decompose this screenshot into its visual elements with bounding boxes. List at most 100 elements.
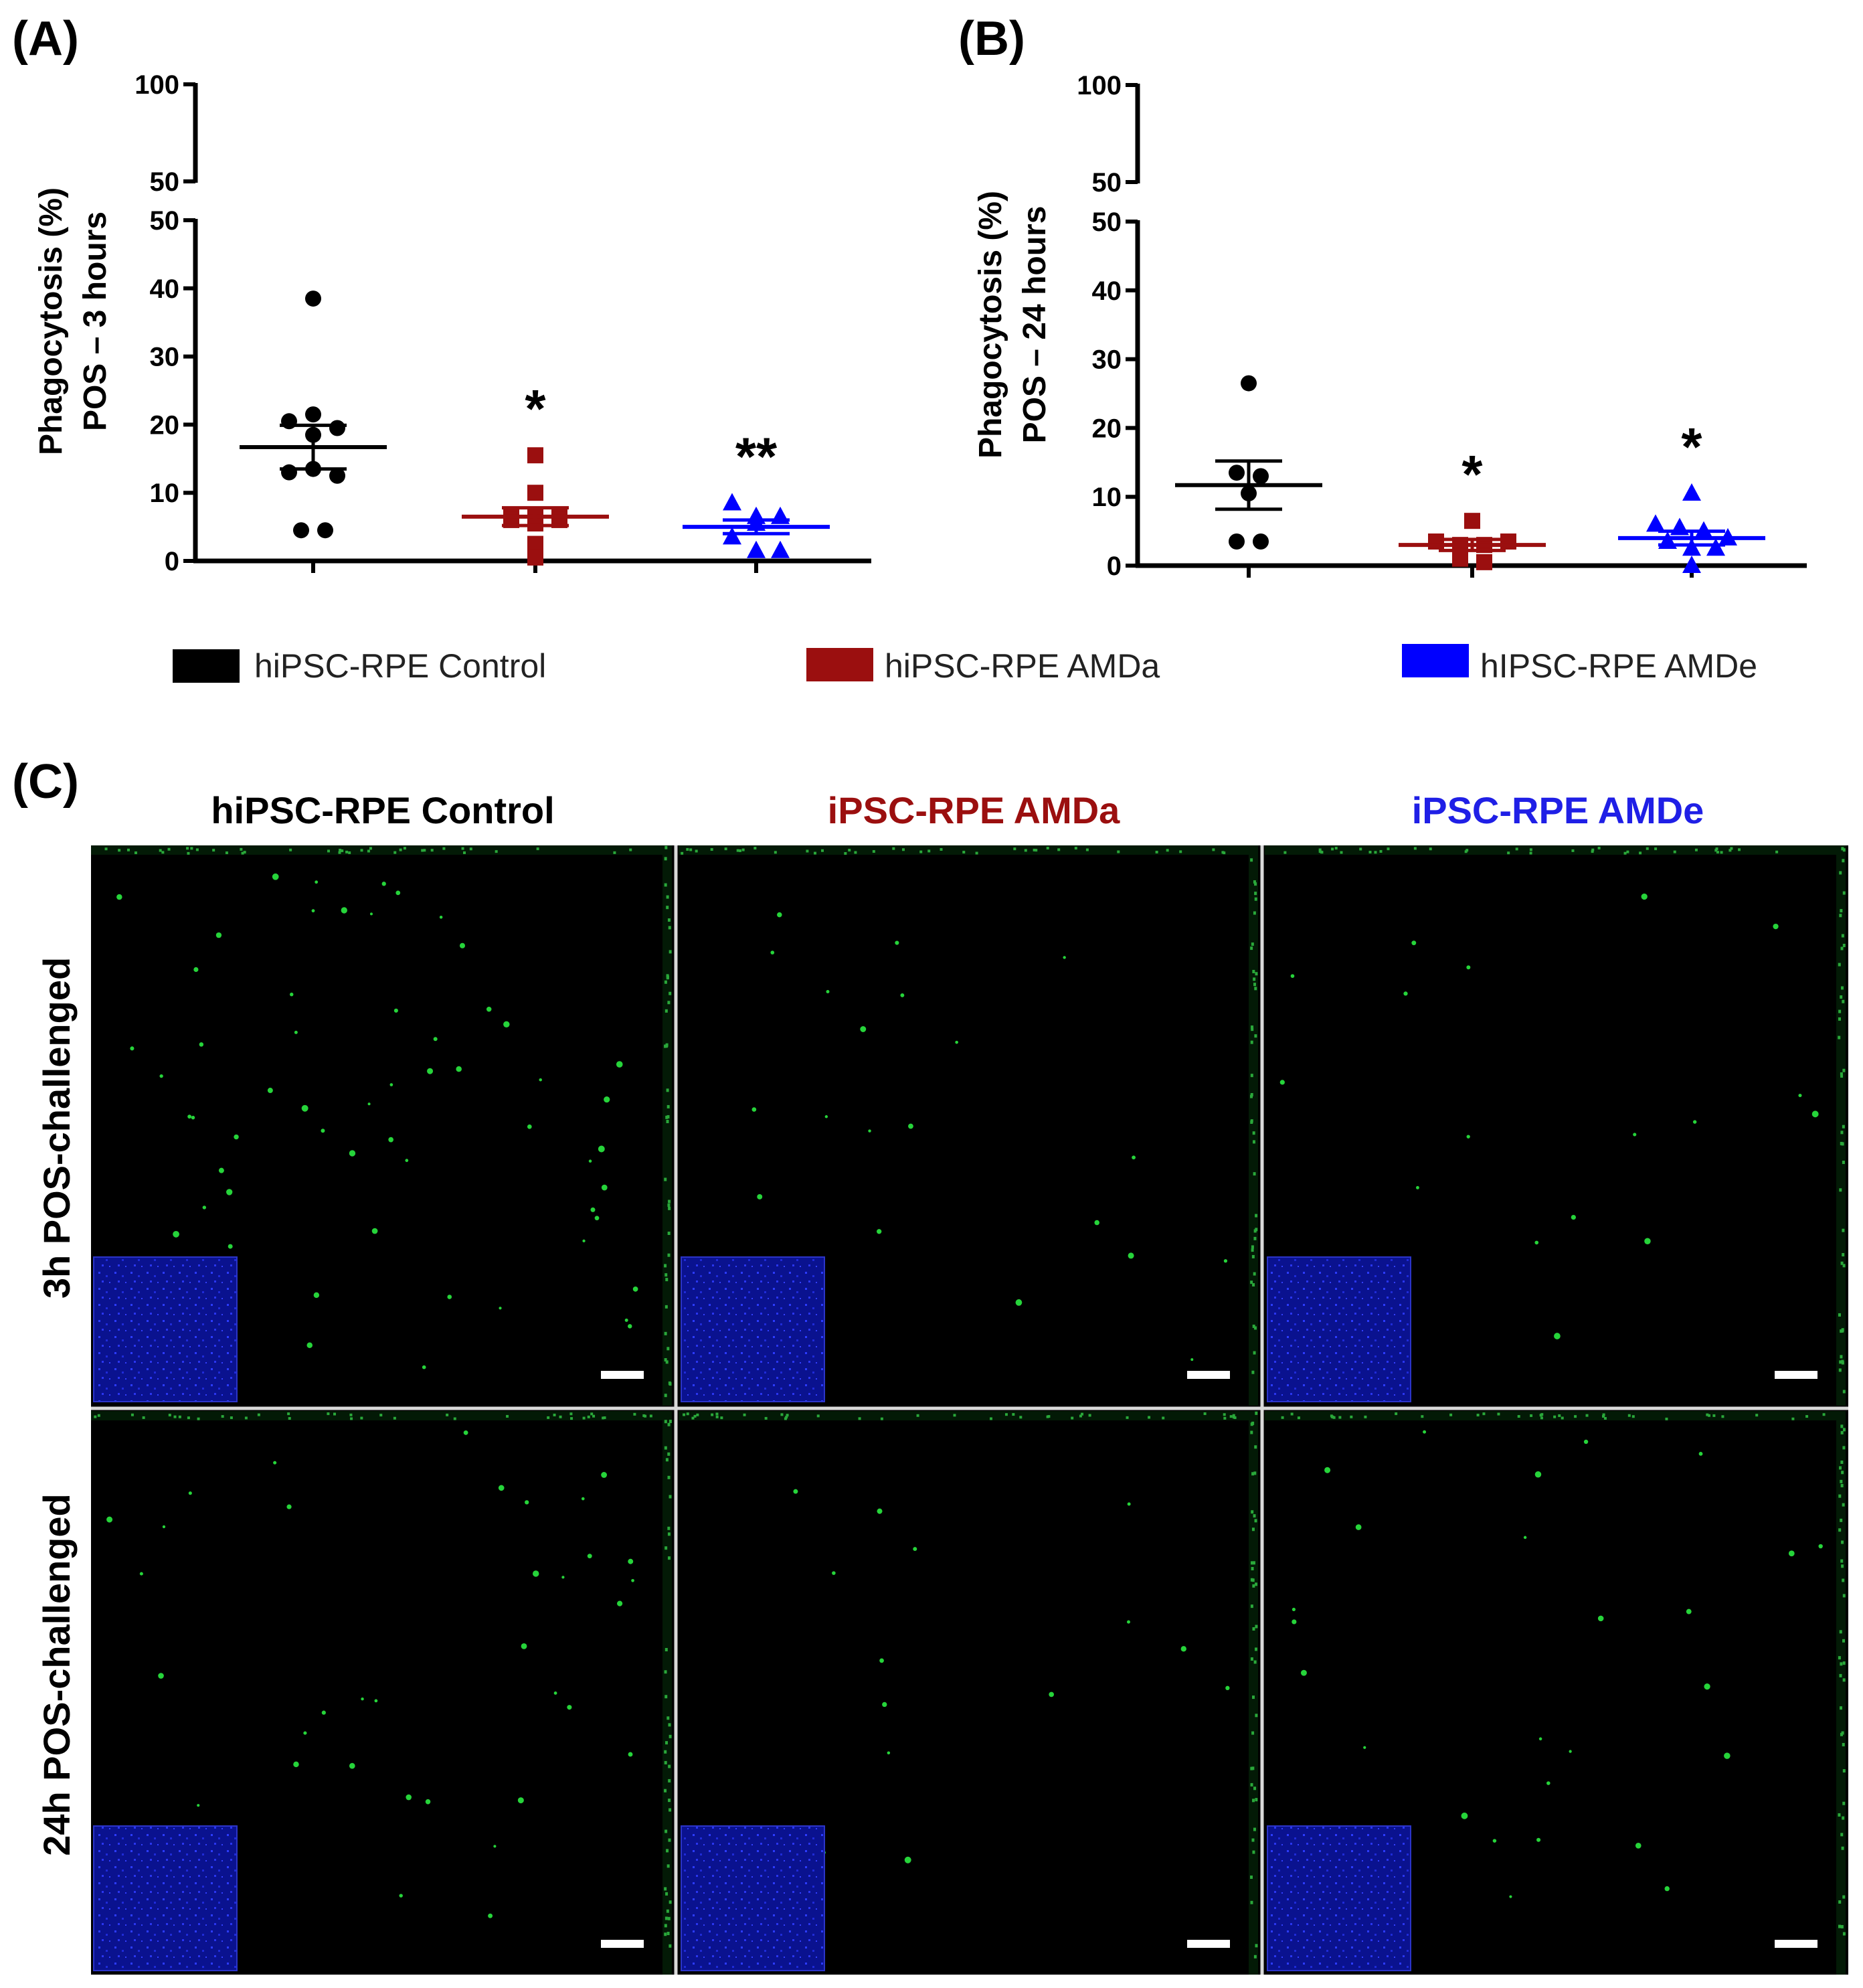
micrograph-3h-amde-ortho-signal: [1646, 847, 1649, 850]
micrograph-3h-amde-pos-particle: [1415, 1185, 1419, 1189]
micrograph-3h-amda-ortho-signal: [1250, 858, 1253, 862]
micrograph-24h-control-ortho-signal: [664, 1670, 667, 1674]
micrograph-3h-control-ortho-signal: [664, 1044, 667, 1048]
micrograph-24h-control-ortho-signal: [592, 1414, 596, 1418]
chart-b-tick-label: 100: [1077, 71, 1122, 100]
micrograph-3h-amda-ortho-signal: [806, 849, 809, 853]
micrograph-3h-control-ortho-signal: [442, 847, 446, 850]
micrograph-3h-control-ortho-signal: [367, 849, 370, 853]
micrograph-24h-control-ortho-signal: [668, 1723, 671, 1727]
micrograph-24h-control-ortho-signal: [669, 1900, 672, 1904]
micrograph-3h-amde-ortho-signal: [1359, 847, 1362, 851]
micrograph-3h-amde-ortho-signal: [1838, 1017, 1841, 1021]
micrograph-3h-amde-ortho-signal: [1626, 850, 1629, 853]
micrograph-3h-amde-ortho-signal: [1842, 891, 1846, 895]
micrograph-24h-amde-ortho-signal: [1841, 1846, 1844, 1850]
micrograph-3h-control-pos-particle: [294, 1030, 298, 1034]
micrograph-24h-amde-ortho-signal: [1712, 1414, 1716, 1417]
micrograph-24h-amde-ortho-signal: [1842, 1578, 1845, 1582]
micrograph-3h-amda-ortho-signal: [975, 851, 978, 855]
micrograph-24h-amda-ortho-signal: [1047, 1415, 1051, 1418]
micrograph-24h-control-ortho-signal: [664, 1648, 668, 1652]
micrograph-3h-amda-ortho-signal: [1254, 892, 1257, 896]
micrograph-24h-amda-ortho-signal: [1012, 1413, 1015, 1416]
micrograph-3h-control-ortho-signal: [666, 976, 669, 980]
micrograph-24h-amde-ortho-right: [1836, 1411, 1846, 1975]
micrograph-3h-control-pos-particle: [393, 1008, 398, 1013]
micrograph-24h-amda-pos-particle: [882, 1702, 887, 1708]
micrograph-24h-amda-ortho-signal: [1081, 1412, 1084, 1416]
micrograph-3h-control-ortho-signal: [360, 849, 363, 852]
chart-a-ylabel-1: Phagocytosis (%): [33, 187, 69, 455]
micrograph-24h-amda-ortho-signal: [1229, 1415, 1233, 1418]
micrograph-3h-control-ortho-signal: [667, 918, 671, 922]
micrograph-3h-control-ortho-signal: [664, 1273, 668, 1277]
micrograph-24h-control-pos-particle: [349, 1762, 355, 1769]
micrograph-3h-control-ortho-signal: [161, 851, 165, 854]
micrograph-3h-amde-ortho-signal: [1464, 850, 1468, 853]
micrograph-24h-amda-ortho-signal: [1253, 1471, 1257, 1475]
micrograph-3h-control-pos-particle: [202, 1206, 207, 1210]
micrograph-3h-amda-ortho-signal: [1250, 1040, 1253, 1044]
micrograph-3h-amda-ortho-signal: [753, 847, 757, 850]
chart-b-tick-label: 50: [1092, 208, 1122, 237]
chart-a: Phagocytosis (%) POS – 3 hours 50 40 30 20 1…: [33, 70, 871, 576]
micrograph-3h-control-ortho-signal: [665, 1360, 669, 1364]
micrograph-24h-amde-ortho-signal: [1755, 1414, 1759, 1417]
chart-a-tick-label: 0: [165, 547, 179, 576]
micrograph-24h-amda-ortho-signal: [1250, 1766, 1253, 1770]
micrograph-24h-amde-pos-particle: [1492, 1839, 1497, 1843]
micrograph-24h-control-ortho-signal: [644, 1414, 647, 1418]
chart-b-point-circle: [1241, 375, 1257, 392]
micrograph-3h-control-ortho-signal: [399, 848, 402, 851]
micrograph-3h-control-pos-particle: [422, 1365, 426, 1370]
micrograph-24h-amda-pos-particle: [1225, 1685, 1230, 1690]
micrograph-3h-control-ortho-signal: [423, 849, 426, 852]
micrograph-24h-control-ortho-signal: [569, 1412, 573, 1416]
micrograph-24h-amde-ortho-signal: [1706, 1413, 1709, 1416]
micrograph-24h-control-pos-particle: [581, 1497, 585, 1501]
micrograph-3h-amde-pos-particle: [1641, 893, 1648, 900]
micrograph-3h-amda-ortho-signal: [1250, 1092, 1253, 1096]
chart-b-point-triangle: [1706, 538, 1725, 556]
micrograph-24h-amda-ortho-signal: [1254, 1445, 1257, 1449]
micrograph-24h-control-ortho-signal: [590, 1412, 594, 1416]
micrograph-3h-amda-ortho-signal: [1253, 1229, 1257, 1233]
micrograph-24h-control-ortho-signal: [664, 1789, 667, 1793]
micrograph-24h-control-ortho-signal: [668, 1799, 671, 1803]
micrograph-3h-control-ortho-signal: [225, 851, 228, 855]
micrograph-3h-control-pos-particle: [267, 1088, 273, 1094]
micrograph-3h-amda-pos-particle: [751, 1107, 757, 1112]
micrograph-24h-amda-scale-bar: [1187, 1940, 1230, 1948]
micrograph-3h-amda-pos-particle: [770, 950, 775, 955]
chart-a-tick-label: 10: [150, 479, 180, 508]
micrograph-24h-amda-ortho-signal: [1252, 1850, 1255, 1854]
legend-swatch-control: [173, 649, 240, 683]
micrograph-24h-amda-ortho-signal: [1254, 1647, 1257, 1651]
micrograph-24h-amde-ortho-signal: [1627, 1414, 1631, 1417]
micrograph-3h-control-ortho-signal: [430, 849, 434, 852]
micrograph-3h-amde-ortho-signal: [1529, 848, 1532, 851]
micrograph-3h-amde-ortho-signal: [1842, 1253, 1845, 1257]
micrograph-24h-control-ortho-signal: [664, 1750, 667, 1754]
micrograph-24h-control-ortho-signal: [667, 1526, 671, 1530]
micrograph-3h-amde-ortho-signal: [1283, 851, 1287, 854]
micrograph-24h-amda-ortho-signal: [1250, 1783, 1253, 1787]
micrograph-3h-amda-ortho-signal: [927, 849, 931, 853]
micrograph-3h-control-ortho-signal: [118, 849, 121, 852]
micrograph-24h-amde-ortho-signal: [1839, 1673, 1842, 1677]
micrograph-24h-amda-ortho-signal: [1232, 1414, 1235, 1417]
micrograph-3h-amda-ortho-signal: [1250, 946, 1253, 950]
micrograph-24h-amda-ortho-signal: [1250, 1875, 1253, 1879]
micrograph-3h-amde-ortho-signal: [1842, 859, 1845, 863]
micrograph-3h-amda-ortho-signal: [1254, 897, 1257, 901]
micrograph-3h-amda-ortho-signal: [892, 847, 895, 850]
micrograph-24h-amda-pos-particle: [913, 1547, 917, 1552]
micrograph-3h-control-pos-particle: [459, 942, 466, 948]
micrograph-24h-amda-ortho-signal: [1126, 1416, 1129, 1419]
micrograph-24h-amda-pos-particle: [832, 1571, 836, 1575]
micrograph-24h-control-ortho-right: [662, 1411, 672, 1975]
micrograph-3h-amde-ortho-signal: [1623, 851, 1627, 855]
micrograph-3h-control-dapi-inset: [93, 1256, 238, 1402]
